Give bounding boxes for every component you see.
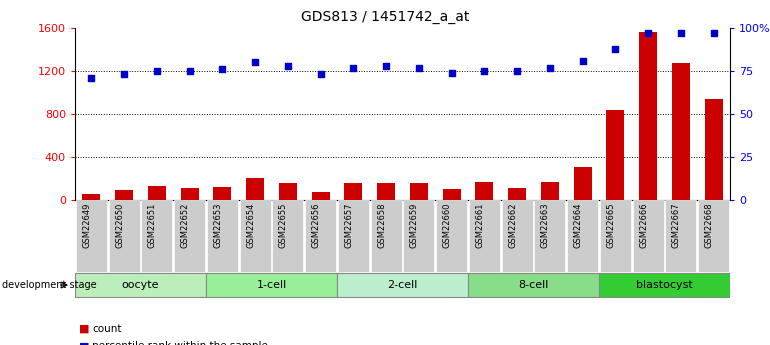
Bar (246, 178, 264, 200)
Bar (475, 182, 494, 200)
Text: GSM22666: GSM22666 (639, 202, 648, 248)
Bar (574, 167, 591, 200)
Bar (436, 200, 467, 272)
Bar (174, 200, 205, 272)
Text: development stage: development stage (2, 280, 96, 290)
Text: oocyte: oocyte (122, 280, 159, 290)
Bar (207, 200, 238, 272)
Bar (82, 194, 100, 200)
Bar (370, 200, 402, 272)
Text: GSM22667: GSM22667 (672, 202, 681, 248)
Text: 8-cell: 8-cell (518, 280, 549, 290)
Point (314, 72, 326, 77)
Text: GSM22652: GSM22652 (181, 202, 189, 247)
Text: 2-cell: 2-cell (387, 280, 417, 290)
Text: ■: ■ (79, 324, 89, 334)
Text: GSM22657: GSM22657 (344, 202, 353, 248)
Bar (344, 183, 363, 200)
Bar (599, 273, 730, 297)
Bar (109, 200, 139, 272)
Bar (312, 192, 330, 200)
Bar (443, 189, 460, 200)
Text: GSM22650: GSM22650 (116, 202, 124, 247)
Bar (206, 273, 337, 297)
Text: 1-cell: 1-cell (256, 280, 286, 290)
Point (511, 68, 524, 74)
Bar (534, 200, 565, 272)
Bar (698, 200, 729, 272)
Bar (403, 200, 434, 272)
Point (380, 63, 392, 69)
Bar (508, 188, 526, 200)
Bar (410, 183, 428, 200)
Text: GSM22660: GSM22660 (443, 202, 452, 248)
Bar (606, 110, 624, 200)
Bar (567, 200, 598, 272)
Text: GSM22658: GSM22658 (377, 202, 386, 248)
Point (446, 70, 458, 76)
Bar (75, 200, 107, 272)
Point (544, 65, 556, 70)
Point (347, 65, 360, 70)
Bar (279, 183, 297, 200)
Text: GSM22651: GSM22651 (148, 202, 157, 247)
Bar (142, 200, 172, 272)
Text: count: count (92, 324, 122, 334)
Bar (116, 190, 133, 200)
Bar (305, 200, 336, 272)
Bar (468, 273, 599, 297)
Point (118, 72, 130, 77)
Bar (239, 200, 271, 272)
Point (249, 60, 261, 65)
Point (478, 68, 490, 74)
Text: GDS813 / 1451742_a_at: GDS813 / 1451742_a_at (301, 10, 469, 24)
Bar (377, 183, 395, 200)
Text: GSM22663: GSM22663 (541, 202, 550, 248)
Point (577, 58, 589, 63)
Bar (469, 200, 500, 272)
Text: GSM22668: GSM22668 (705, 202, 714, 248)
Point (708, 30, 720, 36)
Point (675, 30, 687, 36)
Bar (273, 200, 303, 272)
Bar (181, 188, 199, 200)
Text: GSM22653: GSM22653 (213, 202, 223, 248)
Point (151, 68, 163, 74)
Text: GSM22661: GSM22661 (475, 202, 484, 248)
Bar (338, 200, 369, 272)
Point (282, 63, 294, 69)
Text: GSM22665: GSM22665 (607, 202, 615, 248)
Bar (600, 200, 631, 272)
Point (642, 30, 654, 36)
Point (183, 68, 196, 74)
Point (413, 65, 425, 70)
Bar (633, 200, 664, 272)
Text: GSM22654: GSM22654 (246, 202, 255, 247)
Text: GSM22649: GSM22649 (82, 202, 92, 247)
Bar (541, 182, 559, 200)
Point (609, 46, 621, 51)
Point (216, 67, 229, 72)
Text: blastocyst: blastocyst (636, 280, 693, 290)
Bar (75, 273, 206, 297)
Bar (501, 200, 533, 272)
Bar (672, 63, 690, 200)
Bar (705, 99, 722, 200)
Text: percentile rank within the sample: percentile rank within the sample (92, 341, 268, 345)
Text: ■: ■ (79, 341, 89, 345)
Text: GSM22662: GSM22662 (508, 202, 517, 248)
Bar (639, 32, 657, 200)
Bar (665, 200, 696, 272)
Text: GSM22664: GSM22664 (574, 202, 583, 248)
Bar (337, 273, 468, 297)
Text: GSM22656: GSM22656 (312, 202, 320, 248)
Bar (148, 186, 166, 200)
Point (85, 75, 98, 81)
Bar (213, 187, 231, 200)
Text: GSM22659: GSM22659 (410, 202, 419, 247)
Text: GSM22655: GSM22655 (279, 202, 288, 247)
